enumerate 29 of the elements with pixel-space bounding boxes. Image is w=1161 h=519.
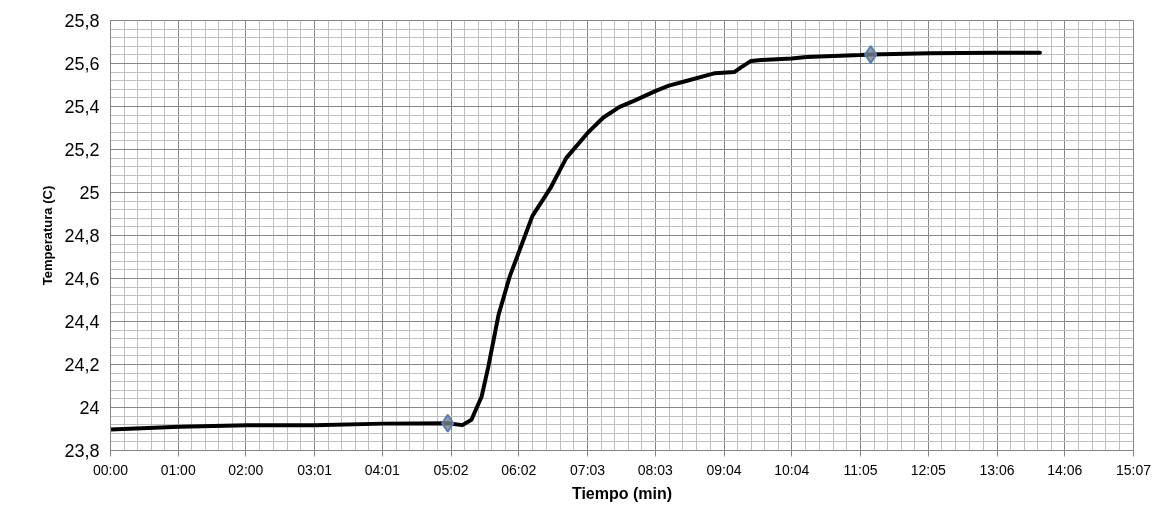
x-tick-label: 04:01: [364, 461, 401, 478]
x-axis-title: Tiempo (min): [571, 484, 673, 502]
y-tick-label: 25,4: [64, 97, 100, 117]
y-tick-label: 24,8: [64, 226, 100, 246]
y-tick-label: 24,2: [64, 355, 100, 375]
x-tick-label: 02:00: [228, 461, 264, 478]
y-tick-label: 24: [79, 398, 100, 418]
x-tick-label: 08:03: [637, 461, 673, 478]
x-tick-label: 07:03: [570, 461, 606, 478]
x-tick-label: 11:05: [843, 461, 878, 478]
x-tick-label: 01:00: [160, 461, 196, 478]
y-tick-label: 24,6: [64, 269, 100, 289]
x-tick-label: 09:04: [706, 461, 742, 478]
x-tick-label: 06:02: [501, 461, 537, 478]
x-tick-label: 00:00: [92, 461, 129, 478]
y-tick-label: 23,8: [64, 441, 100, 461]
y-tick-label: 25,2: [64, 140, 100, 160]
y-axis-title: Temperatura (C): [40, 185, 56, 286]
y-tick-label: 25,8: [64, 11, 100, 31]
x-tick-label: 12:05: [910, 461, 946, 478]
x-tick-label: 03:01: [297, 461, 333, 478]
x-tick-label: 05:02: [433, 461, 469, 478]
x-tick-label: 15:07: [1115, 461, 1152, 478]
x-tick-label: 10:04: [774, 461, 810, 478]
y-tick-label: 25: [79, 183, 100, 203]
y-tick-label: 24,4: [64, 312, 100, 332]
x-tick-label: 14:06: [1047, 461, 1083, 478]
x-tick-label: 13:06: [979, 461, 1015, 478]
y-tick-label: 25,6: [64, 54, 100, 74]
